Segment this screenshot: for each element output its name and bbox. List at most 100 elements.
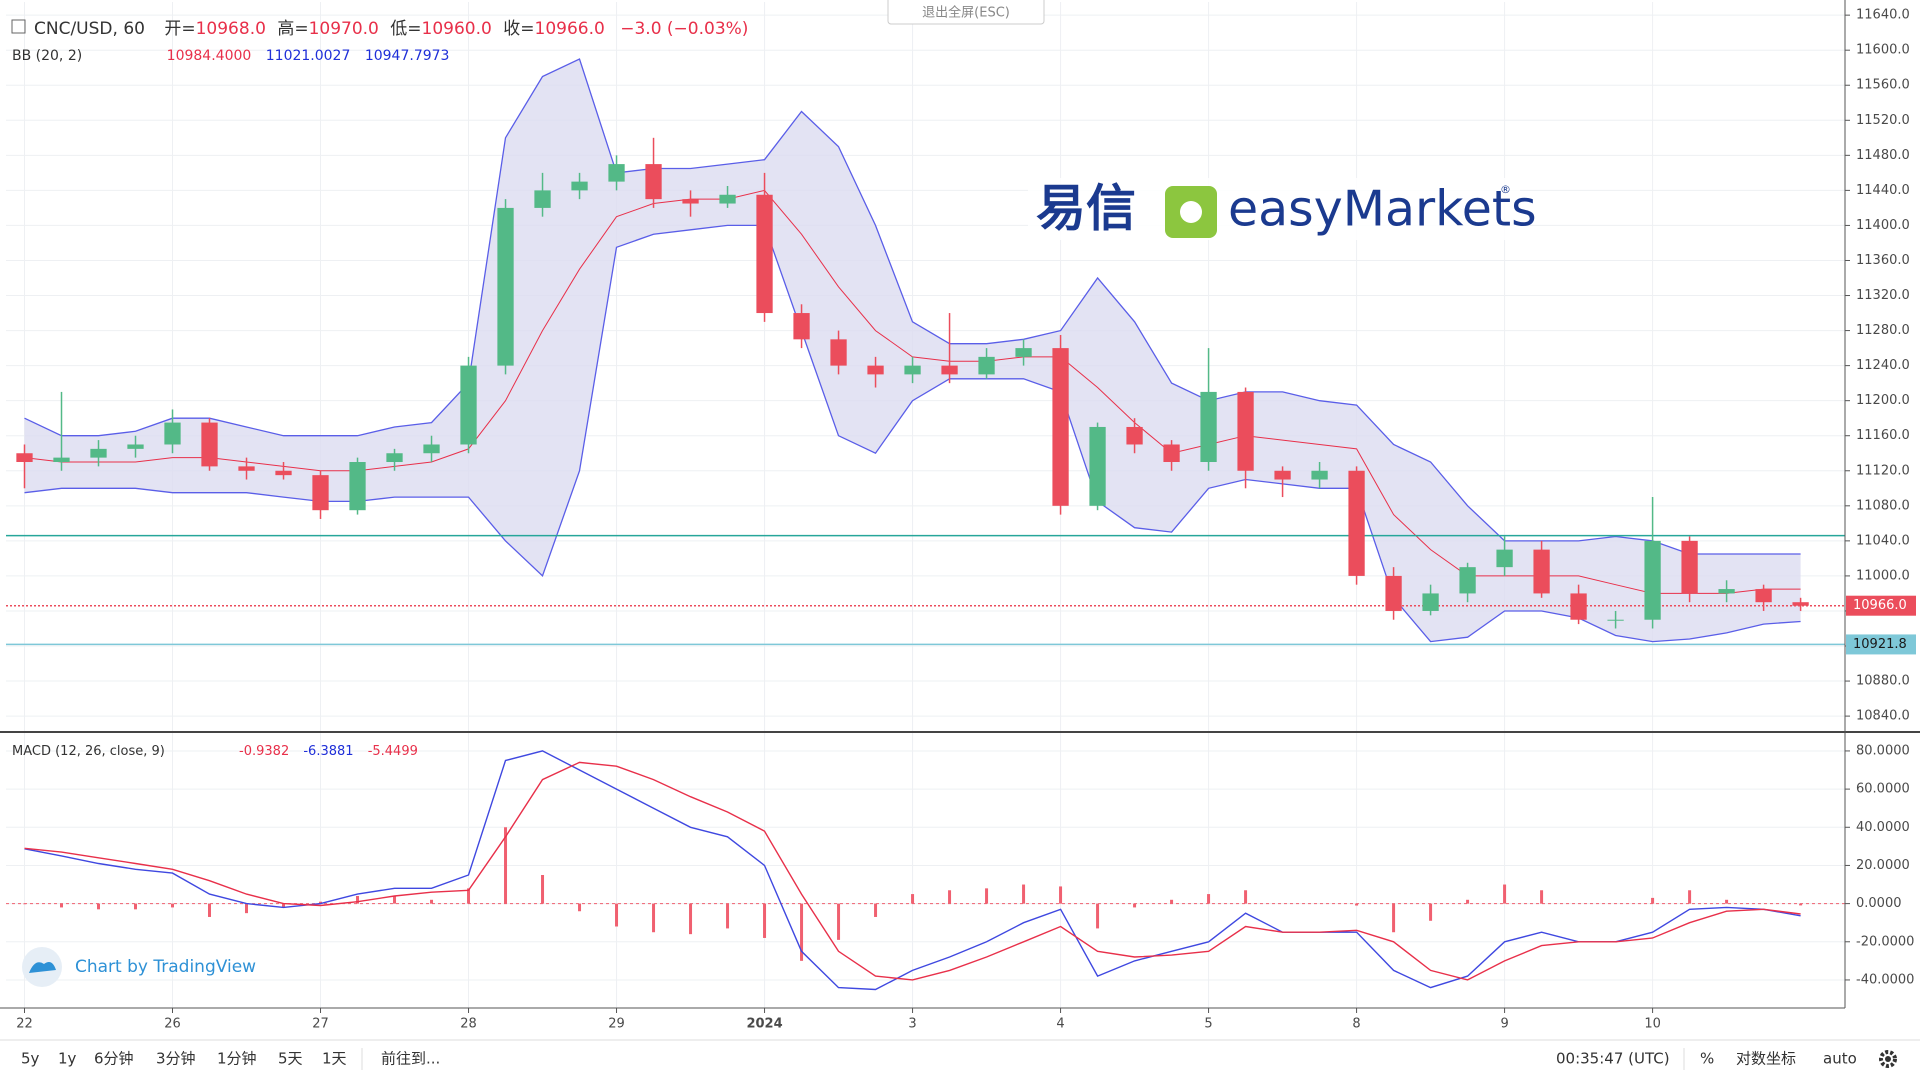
candle-body xyxy=(1607,619,1624,621)
settings-button[interactable] xyxy=(1879,1050,1897,1068)
candle-body xyxy=(1126,426,1143,445)
quote-change: −3.0 (−0.03%) xyxy=(620,19,748,39)
candle-body xyxy=(127,444,144,449)
candle-body xyxy=(497,207,514,366)
candle-body xyxy=(904,365,921,375)
candle-body xyxy=(867,365,884,375)
price-tag-label: 10966.0 xyxy=(1853,598,1907,613)
candle-body xyxy=(16,453,33,463)
candle-body xyxy=(1459,567,1476,594)
candle-body xyxy=(1570,593,1587,620)
exit-fullscreen-button[interactable] xyxy=(887,0,1045,25)
quote-value: 10960.0 xyxy=(422,19,492,39)
candle-body xyxy=(1533,549,1550,594)
x-tick-label: 22 xyxy=(16,1017,33,1032)
quote-value: 10966.0 xyxy=(535,19,605,39)
x-tick-label: 9 xyxy=(1500,1017,1508,1032)
toolbar-button[interactable]: 5天 xyxy=(278,1050,303,1068)
y-tick-label: -40.0000 xyxy=(1856,972,1914,987)
price-tag xyxy=(1846,634,1916,655)
brand-cn: 易信 xyxy=(1036,180,1136,238)
candle-body xyxy=(793,313,810,340)
x-tick-label: 27 xyxy=(312,1017,329,1032)
candle-body xyxy=(349,462,366,511)
candle-body xyxy=(90,448,107,458)
candle-body xyxy=(1274,470,1291,480)
y-tick-label: 11480.0 xyxy=(1856,148,1910,163)
y-tick-label: 10840.0 xyxy=(1856,709,1910,724)
candle-body xyxy=(238,466,255,471)
candle-body xyxy=(53,457,70,463)
y-tick-label: 60.0000 xyxy=(1856,782,1910,797)
toolbar-button[interactable]: 对数坐标 xyxy=(1736,1050,1796,1068)
macd-line xyxy=(24,761,1801,981)
brand-logo-dot xyxy=(1180,201,1202,223)
candle-body xyxy=(534,190,551,208)
exit-fullscreen[interactable]: 退出全屏(ESC) xyxy=(922,5,1010,21)
toolbar-button[interactable]: 1天 xyxy=(322,1050,347,1068)
candle-body xyxy=(1200,391,1217,463)
macd-legend: MACD (12, 26, close, 9) -0.9382 -6.3881 … xyxy=(12,744,418,759)
quote-value: 10968.0 xyxy=(196,19,266,39)
toolbar-button[interactable]: 前往到... xyxy=(381,1050,440,1068)
candle-body xyxy=(719,194,736,204)
quote-key: 低= xyxy=(390,19,421,39)
band-fill xyxy=(24,59,1801,642)
candle-body xyxy=(608,164,625,182)
quote-key: 开= xyxy=(164,19,195,39)
toolbar-button[interactable]: 1y xyxy=(58,1050,77,1068)
gear-hub xyxy=(1885,1056,1891,1062)
candle-body xyxy=(1792,602,1809,606)
candle-body xyxy=(645,164,662,200)
candle-body xyxy=(386,453,403,463)
y-tick-label: 11360.0 xyxy=(1856,253,1910,268)
candle-body xyxy=(1311,470,1328,480)
candle-body xyxy=(756,194,773,314)
candle-body xyxy=(941,365,958,375)
toolbar-button[interactable]: 3分钟 xyxy=(156,1050,196,1068)
quote-value: 10970.0 xyxy=(309,19,379,39)
watermark: 易信 easyMarkets ® xyxy=(1028,178,1537,240)
y-tick-label: 11280.0 xyxy=(1856,323,1910,338)
indicator-value: 10947.7973 xyxy=(365,48,450,64)
y-tick-label: 11400.0 xyxy=(1856,218,1910,233)
indicator-value: -5.4499 xyxy=(368,744,418,759)
candle-body xyxy=(571,181,588,191)
y-tick-label: 0.0000 xyxy=(1856,896,1902,911)
y-tick-label: 11520.0 xyxy=(1856,113,1910,128)
toolbar-button[interactable]: auto xyxy=(1823,1050,1857,1068)
toolbar-button[interactable]: % xyxy=(1700,1050,1714,1068)
price-tag-label: 10921.8 xyxy=(1853,637,1907,652)
candle-body xyxy=(1718,589,1735,594)
indicator-value: 11021.0027 xyxy=(266,48,351,64)
price-legend: CNC/USD, 60 开=10968.0 高=10970.0 低=10960.… xyxy=(34,19,748,39)
candle-body xyxy=(1755,589,1772,603)
candle-body xyxy=(1237,391,1254,471)
candle-body xyxy=(1052,348,1069,506)
candle-body xyxy=(1385,575,1402,611)
x-tick-label: 10 xyxy=(1644,1017,1661,1032)
x-tick-label: 26 xyxy=(164,1017,181,1032)
x-tick-label: 8 xyxy=(1352,1017,1360,1032)
toolbar-button[interactable]: 5y xyxy=(21,1050,40,1068)
toolbar-button[interactable]: 1分钟 xyxy=(217,1050,257,1068)
candle-body xyxy=(1163,444,1180,463)
candle-body xyxy=(830,339,847,366)
collapse-icon[interactable] xyxy=(11,19,26,34)
candle-body xyxy=(1422,593,1439,611)
y-tick-label: 11040.0 xyxy=(1856,533,1910,548)
brand-reg: ® xyxy=(1500,183,1511,196)
candle-body xyxy=(423,444,440,454)
attribution[interactable]: Chart by TradingView xyxy=(75,957,256,977)
candle-body xyxy=(682,199,699,204)
y-tick-label: -20.0000 xyxy=(1856,934,1914,949)
x-tick-label: 3 xyxy=(908,1017,916,1032)
y-tick-label: 11000.0 xyxy=(1856,568,1910,583)
toolbar-button[interactable]: 6分钟 xyxy=(94,1050,134,1068)
y-tick-label: 11560.0 xyxy=(1856,78,1910,93)
macd-line xyxy=(24,750,1801,991)
symbol: CNC/USD, 60 xyxy=(34,19,145,39)
watermark-bg xyxy=(1028,178,1520,240)
